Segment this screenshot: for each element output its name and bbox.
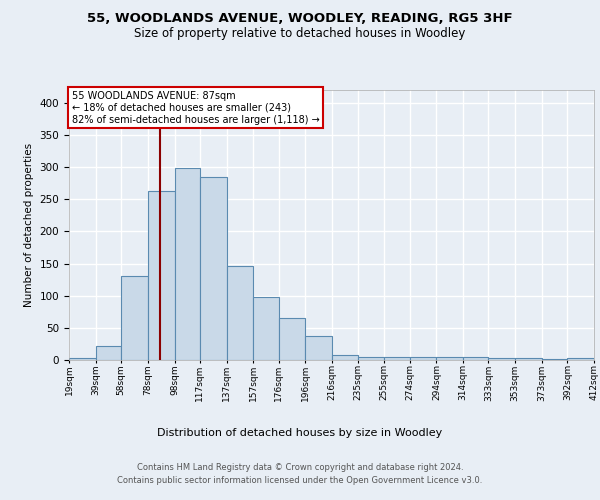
- Text: Contains public sector information licensed under the Open Government Licence v3: Contains public sector information licen…: [118, 476, 482, 485]
- Bar: [463, 358, 488, 360]
- Bar: [200, 177, 227, 360]
- Bar: [567, 358, 594, 360]
- Bar: [488, 358, 515, 360]
- Bar: [227, 266, 253, 360]
- Bar: [436, 357, 463, 360]
- Bar: [175, 168, 200, 360]
- Y-axis label: Number of detached properties: Number of detached properties: [24, 143, 34, 307]
- Bar: [279, 318, 305, 360]
- Bar: [332, 355, 358, 360]
- Bar: [96, 346, 121, 360]
- Bar: [148, 191, 175, 360]
- Bar: [410, 358, 436, 360]
- Bar: [69, 358, 96, 360]
- Bar: [121, 276, 148, 360]
- Text: Contains HM Land Registry data © Crown copyright and database right 2024.: Contains HM Land Registry data © Crown c…: [137, 462, 463, 471]
- Bar: [384, 357, 410, 360]
- Text: 55 WOODLANDS AVENUE: 87sqm
← 18% of detached houses are smaller (243)
82% of sem: 55 WOODLANDS AVENUE: 87sqm ← 18% of deta…: [71, 92, 319, 124]
- Bar: [515, 358, 542, 360]
- Bar: [358, 357, 384, 360]
- Bar: [305, 336, 332, 360]
- Bar: [253, 297, 279, 360]
- Text: Size of property relative to detached houses in Woodley: Size of property relative to detached ho…: [134, 28, 466, 40]
- Text: 55, WOODLANDS AVENUE, WOODLEY, READING, RG5 3HF: 55, WOODLANDS AVENUE, WOODLEY, READING, …: [87, 12, 513, 26]
- Text: Distribution of detached houses by size in Woodley: Distribution of detached houses by size …: [157, 428, 443, 438]
